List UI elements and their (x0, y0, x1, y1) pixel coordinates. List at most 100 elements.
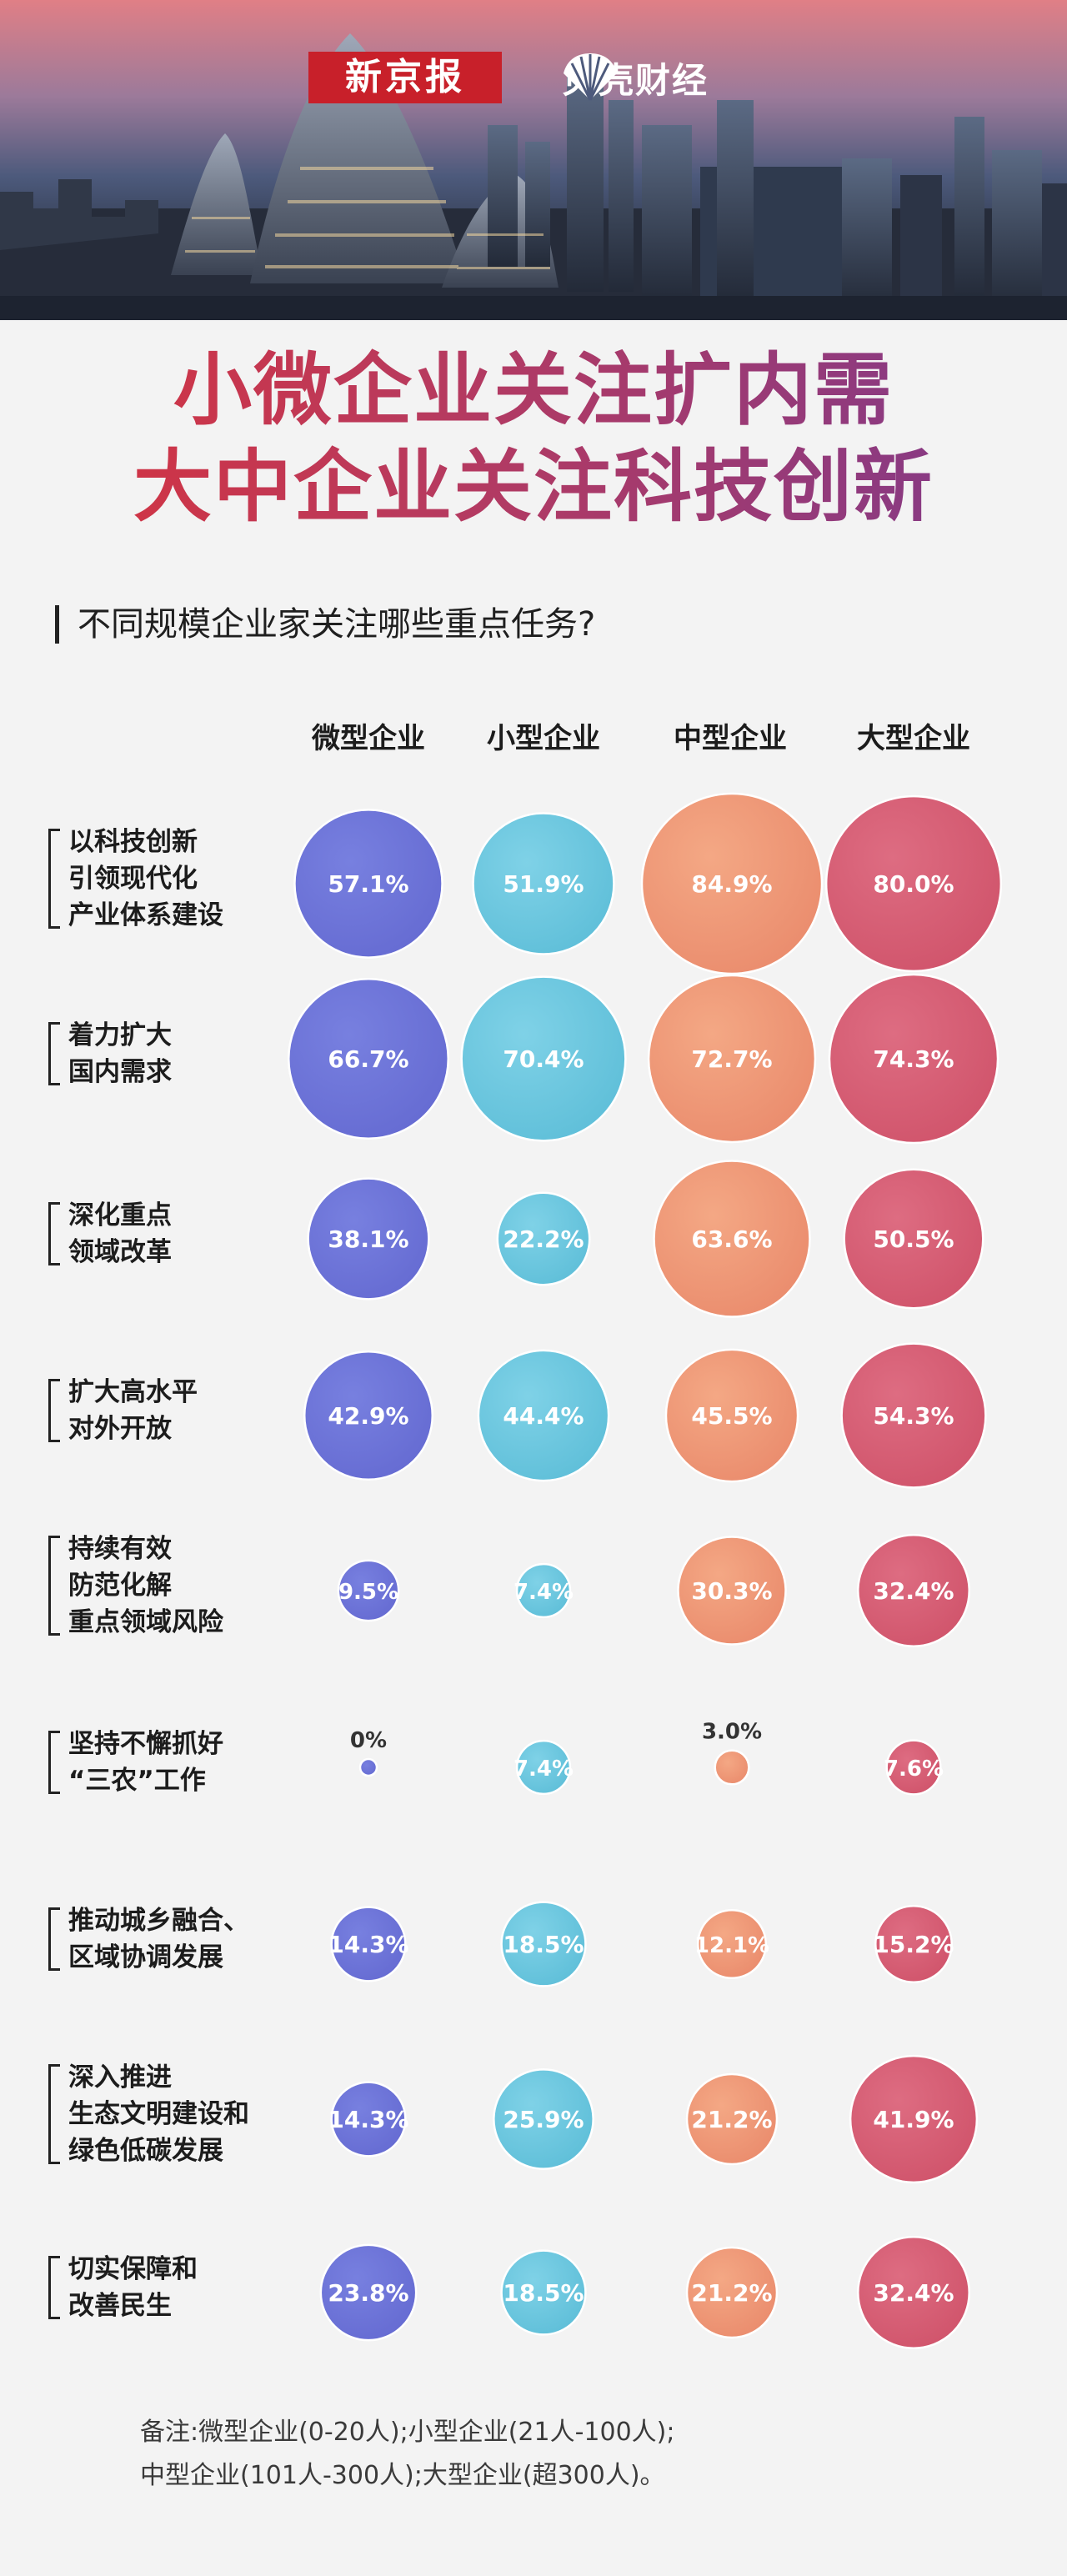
label-bracket (48, 2162, 60, 2164)
bubble-r4-c4 (840, 1342, 987, 1489)
bubble-value-label: 22.2% (503, 1225, 584, 1253)
bubble-r1-c2 (472, 812, 615, 955)
bubble-r6-c4 (885, 1739, 942, 1796)
label-bracket (48, 1083, 60, 1085)
bubble-r3-c2 (496, 1191, 591, 1286)
bubble-r9-c4 (857, 2236, 970, 2349)
bubble-value-label: 50.5% (873, 1225, 954, 1253)
row-label-line: 扩大高水平 (68, 1377, 198, 1407)
header-banner: 新京报 贝壳财经 (0, 0, 1067, 320)
bubble-r8-c4 (849, 2054, 979, 2184)
bubble-r5-c3 (677, 1536, 787, 1646)
bubble-value-label: 38.1% (328, 1225, 408, 1253)
bubble-value-label: 41.9% (873, 2106, 954, 2133)
row-label-7: 推动城乡融合、 区域协调发展 (48, 1902, 318, 1976)
label-bracket (48, 1263, 60, 1265)
bubble-r2-c3 (647, 974, 817, 1144)
label-bracket (48, 1440, 60, 1442)
column-header-micro: 微型企业 (312, 722, 425, 755)
row-label-line: 引领现代化 (68, 864, 198, 894)
bubble-value-label: 18.5% (503, 1931, 584, 1958)
bubble-value-label: 7.4% (513, 1580, 574, 1605)
bubble-r4-c2 (477, 1349, 610, 1482)
bubble-value-label: 57.1% (328, 870, 408, 898)
label-bracket (48, 1968, 60, 1971)
row-label-4: 扩大高水平 对外开放 (48, 1374, 318, 1447)
row-label-line: “三农”工作 (68, 1766, 206, 1796)
row-label-line: 领域改革 (68, 1237, 172, 1267)
bubble-r5-c2 (515, 1562, 572, 1619)
label-bracket (48, 1792, 60, 1794)
bubble-r3-c1 (307, 1177, 430, 1301)
column-header-medium: 中型企业 (674, 722, 787, 755)
row-label-6: 坚持不懈抓好 “三农”工作 (48, 1726, 318, 1799)
footnote: 备注:微型企业(0-20人);小型企业(21人-100人); 中型企业(101人… (140, 2411, 974, 2498)
bubble-r9-c2 (500, 2249, 587, 2336)
bubble-value-label: 80.0% (873, 870, 954, 898)
bubble-value-label: 12.1% (694, 1933, 769, 1958)
label-bracket (48, 1633, 60, 1636)
bubble-r9-c1 (319, 2243, 418, 2342)
row-label-3: 深化重点 领域改革 (48, 1197, 318, 1270)
row-label-line: 深入推进 (68, 2062, 172, 2092)
row-label-8: 深入推进 生态文明建设和 绿色低碳发展 (48, 2059, 318, 2169)
row-label-line: 区域协调发展 (68, 1942, 223, 1972)
label-bracket (48, 926, 60, 929)
bubble-r7-c4 (874, 1905, 953, 1983)
bubble-r2-c2 (460, 975, 627, 1142)
label-bracket (48, 2317, 60, 2319)
bubble-r8-c3 (685, 2072, 779, 2166)
bubble-value-label: 0% (350, 1728, 387, 1753)
footnote-line-1: 备注:微型企业(0-20人);小型企业(21人-100人); (140, 2418, 675, 2447)
bubble-value-label: 74.3% (873, 1045, 954, 1073)
row-label-9: 切实保障和 改善民生 (48, 2251, 318, 2324)
bubble-value-label: 21.2% (691, 2279, 772, 2307)
row-label-5: 持续有效防范化解重点领域风险 (48, 1531, 318, 1641)
bubble-value-label: 14.3% (328, 1931, 408, 1958)
bubble-r1-c4 (824, 794, 1003, 973)
headline-line-1: 小微企业关注扩内需 (0, 345, 1067, 437)
column-header-large: 大型企业 (857, 722, 970, 755)
bubble-r3-c4 (843, 1168, 984, 1310)
bubble-value-label: 54.3% (873, 1402, 954, 1430)
bubble-value-label: 72.7% (691, 1045, 772, 1073)
row-label-2: 着力扩大 国内需求 (48, 1017, 318, 1090)
bubble-r7-c3 (696, 1908, 768, 1980)
headline-line-2: 大中企业关注科技创新 (0, 442, 1067, 534)
bubble-value-label: 63.6% (691, 1225, 772, 1253)
bubble-value-label: 32.4% (873, 1577, 954, 1605)
row-label-line: 推动城乡融合、 (68, 1906, 249, 1936)
bubble-r2-c1 (288, 978, 449, 1140)
bubble-value-label: 70.4% (503, 1045, 584, 1073)
row-label-line: 防范化解 (68, 1571, 172, 1601)
bubble-value-label: 32.4% (873, 2279, 954, 2307)
bubble-r1-c1 (293, 809, 443, 959)
row-label-line: 重点领域风险 (68, 1607, 223, 1637)
bubble-value-label: 7.4% (513, 1757, 574, 1782)
bubble-r2-c4 (828, 973, 999, 1145)
bubble-r6-c2 (515, 1739, 572, 1796)
bubble-r7-c1 (330, 1906, 407, 1982)
bubble-value-label: 30.3% (691, 1577, 772, 1605)
bubble-value-label: 42.9% (328, 1402, 408, 1430)
bubble-r6-c1 (358, 1757, 378, 1777)
bubble-r5-c1 (337, 1559, 400, 1622)
bubble-r1-c3 (640, 792, 824, 975)
row-label-line: 坚持不懈抓好 (68, 1729, 223, 1759)
bubble-value-label: 66.7% (328, 1045, 408, 1073)
bubble-r9-c3 (685, 2246, 779, 2339)
row-label-line: 改善民生 (68, 2291, 172, 2321)
bubble-value-label: 21.2% (691, 2106, 772, 2133)
row-label-line: 持续有效 (68, 1534, 172, 1564)
bubble-value-label: 44.4% (503, 1402, 584, 1430)
bubble-value-label: 7.6% (884, 1757, 944, 1782)
row-label-line: 产业体系建设 (68, 900, 223, 930)
bubble-value-label: 18.5% (503, 2279, 584, 2307)
bubble-value-label: 25.9% (503, 2106, 584, 2133)
brand-beike: 贝壳财经 (557, 48, 709, 107)
bubble-value-label: 14.3% (328, 2106, 408, 2133)
row-label-line: 以科技创新 (68, 827, 198, 857)
bubble-r7-c2 (500, 1901, 587, 1987)
shell-icon (564, 53, 617, 101)
bubble-r4-c3 (664, 1348, 799, 1483)
